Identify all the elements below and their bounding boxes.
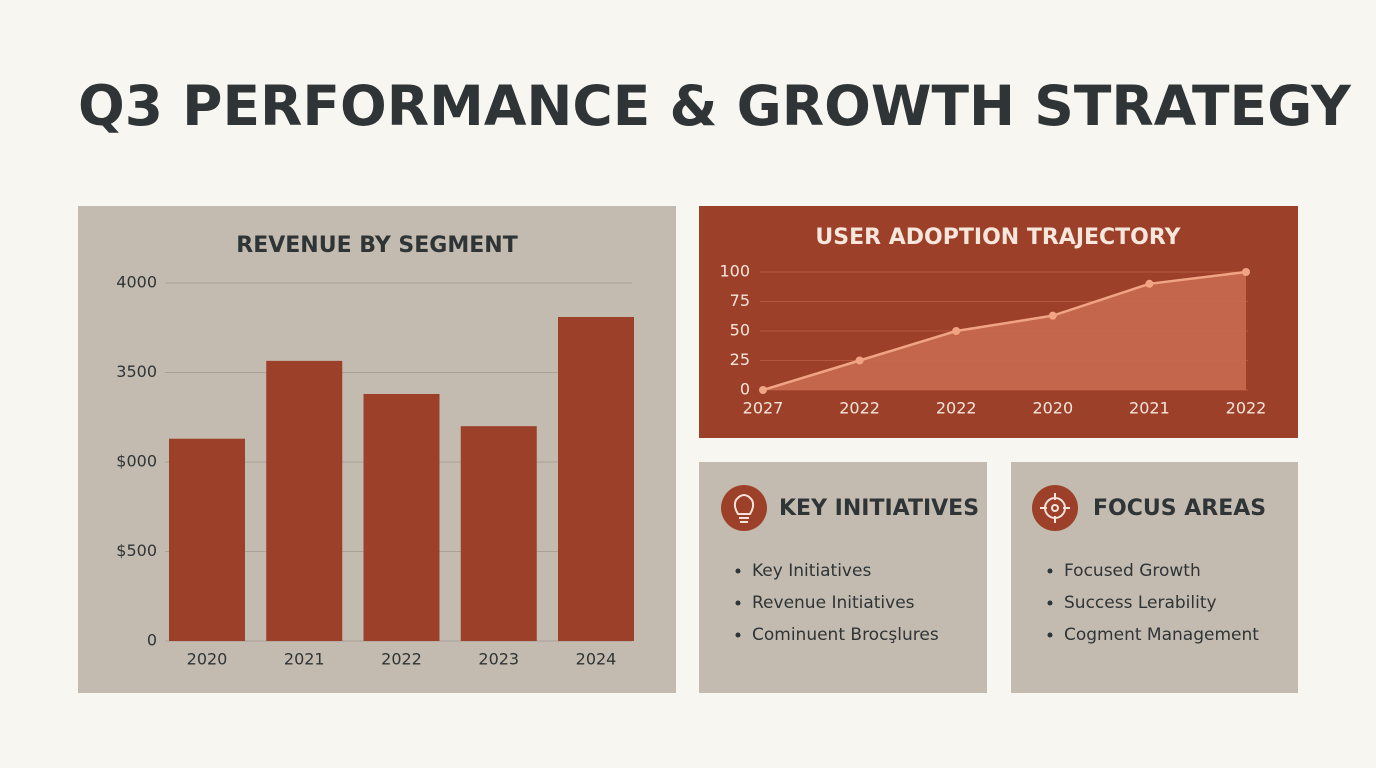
line bbox=[762, 270, 1247, 392]
x-tick-label: 2021 bbox=[1129, 399, 1170, 418]
bullet bbox=[1047, 632, 1053, 638]
panel-item: Cominuent Brocşlures bbox=[752, 625, 939, 645]
target-glyph bbox=[1040, 493, 1070, 523]
panel-title: KEY INITIATIVES bbox=[779, 496, 979, 521]
x-tick-label: 2020 bbox=[187, 650, 228, 669]
x-tick-label: 2022 bbox=[936, 399, 977, 418]
panel-item: Revenue Initiatives bbox=[752, 593, 915, 613]
point bbox=[952, 327, 961, 335]
point bbox=[855, 356, 864, 365]
x-tick-label: 2022 bbox=[839, 399, 880, 418]
x-tick-label: 2024 bbox=[576, 650, 617, 669]
y-tick-label: 3500 bbox=[116, 362, 157, 381]
bullet bbox=[1047, 568, 1053, 574]
panel-item: Cogment Management bbox=[1064, 625, 1259, 645]
x-tick-label: 2023 bbox=[478, 650, 519, 669]
x-tick-label: 2022 bbox=[1226, 399, 1267, 418]
x-tick-label: 2022 bbox=[381, 650, 422, 669]
bar bbox=[363, 393, 440, 641]
y-tick-label: $500 bbox=[116, 541, 157, 560]
x-tick-label: 2020 bbox=[1032, 399, 1073, 418]
bullet bbox=[735, 632, 741, 638]
y-tick-label: 75 bbox=[730, 291, 750, 310]
bullet bbox=[735, 600, 741, 606]
y-tick-label: 0 bbox=[740, 380, 750, 399]
bar bbox=[460, 426, 537, 641]
chart-title: USER ADOPTION TRAJECTORY bbox=[815, 225, 1181, 250]
y-tick-label: 0 bbox=[147, 631, 157, 650]
bullet bbox=[735, 568, 741, 574]
bar bbox=[169, 438, 245, 641]
chart-title: REVENUE BY SEGMENT bbox=[236, 233, 517, 258]
bar bbox=[558, 317, 634, 641]
area bbox=[763, 272, 1246, 390]
y-tick-label: 100 bbox=[719, 262, 750, 281]
y-tick-label: 25 bbox=[730, 350, 750, 369]
panel-title: FOCUS AREAS bbox=[1093, 496, 1266, 521]
point bbox=[1048, 311, 1057, 320]
bulb-icon bbox=[721, 485, 767, 531]
target-icon bbox=[1032, 485, 1078, 531]
y-tick-label: 50 bbox=[730, 321, 750, 340]
bullet bbox=[1047, 600, 1053, 606]
y-tick-label: 4000 bbox=[116, 273, 157, 292]
point bbox=[1145, 279, 1154, 288]
bulb-glyph bbox=[733, 494, 755, 523]
point bbox=[1242, 268, 1250, 276]
point bbox=[759, 386, 767, 394]
slide-title: Q3 PERFORMANCE & GROWTH STRATEGY bbox=[78, 74, 1352, 138]
x-tick-label: 2027 bbox=[743, 399, 784, 418]
panel-item: Focused Growth bbox=[1064, 561, 1201, 581]
panel-item: Key Initiatives bbox=[752, 561, 871, 581]
panel-item: Success Lerability bbox=[1064, 593, 1217, 613]
x-tick-label: 2021 bbox=[284, 650, 325, 669]
bar bbox=[266, 360, 343, 641]
y-tick-label: $000 bbox=[116, 452, 157, 471]
